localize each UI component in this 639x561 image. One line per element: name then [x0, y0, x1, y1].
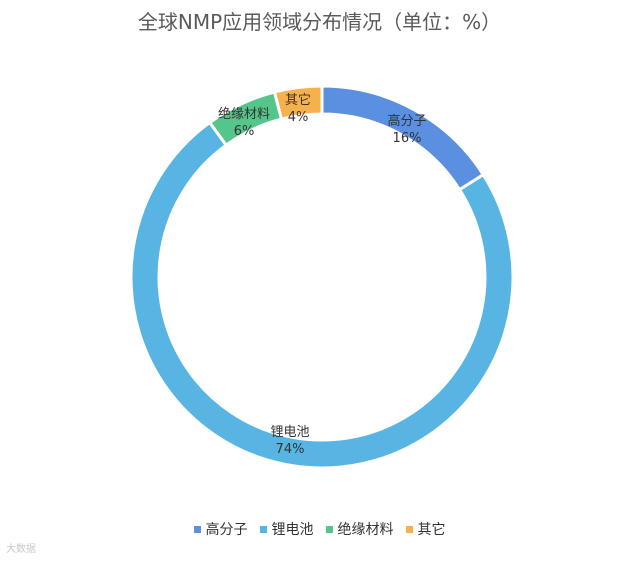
slice-label-3: 绝缘材料: [218, 106, 270, 122]
slice-value-3: 6%: [234, 124, 255, 139]
slice-label-4: 其它: [285, 92, 311, 108]
slices-layer: [129, 84, 515, 470]
legend: 高分子 锂电池 绝缘材料 其它: [0, 519, 639, 539]
donut-chart: 高分子 16% 锂电池 74% 绝缘材料 6% 其它 4%: [129, 84, 515, 470]
slice-4[interactable]: [272, 84, 324, 121]
labels-layer: 高分子 16% 锂电池 74% 绝缘材料 6% 其它 4%: [218, 92, 427, 457]
slice-value-2: 74%: [276, 442, 305, 457]
legend-label-2: 锂电池: [271, 522, 314, 538]
legend-label-4: 其它: [417, 522, 446, 538]
legend-item-4[interactable]: 其它: [405, 519, 446, 539]
slice-label-2: 锂电池: [270, 425, 309, 440]
chart-title: 全球NMP应用领域分布情况（单位：%）: [137, 10, 502, 34]
slice-2[interactable]: [129, 120, 515, 470]
legend-item-1[interactable]: 高分子: [193, 519, 248, 539]
slice-value-4: 4%: [288, 110, 309, 125]
legend-item-2[interactable]: 锂电池: [259, 519, 314, 539]
legend-swatch-1: [193, 525, 201, 533]
slice-value-1: 16%: [393, 131, 422, 146]
watermark: 大数据: [6, 544, 36, 555]
legend-swatch-4: [405, 525, 413, 533]
legend-swatch-2: [259, 525, 267, 533]
legend-label-1: 高分子: [205, 522, 248, 538]
slice-label-1: 高分子: [387, 113, 426, 129]
legend-item-3[interactable]: 绝缘材料: [325, 519, 394, 539]
legend-label-3: 绝缘材料: [337, 522, 394, 538]
legend-swatch-3: [325, 525, 333, 533]
